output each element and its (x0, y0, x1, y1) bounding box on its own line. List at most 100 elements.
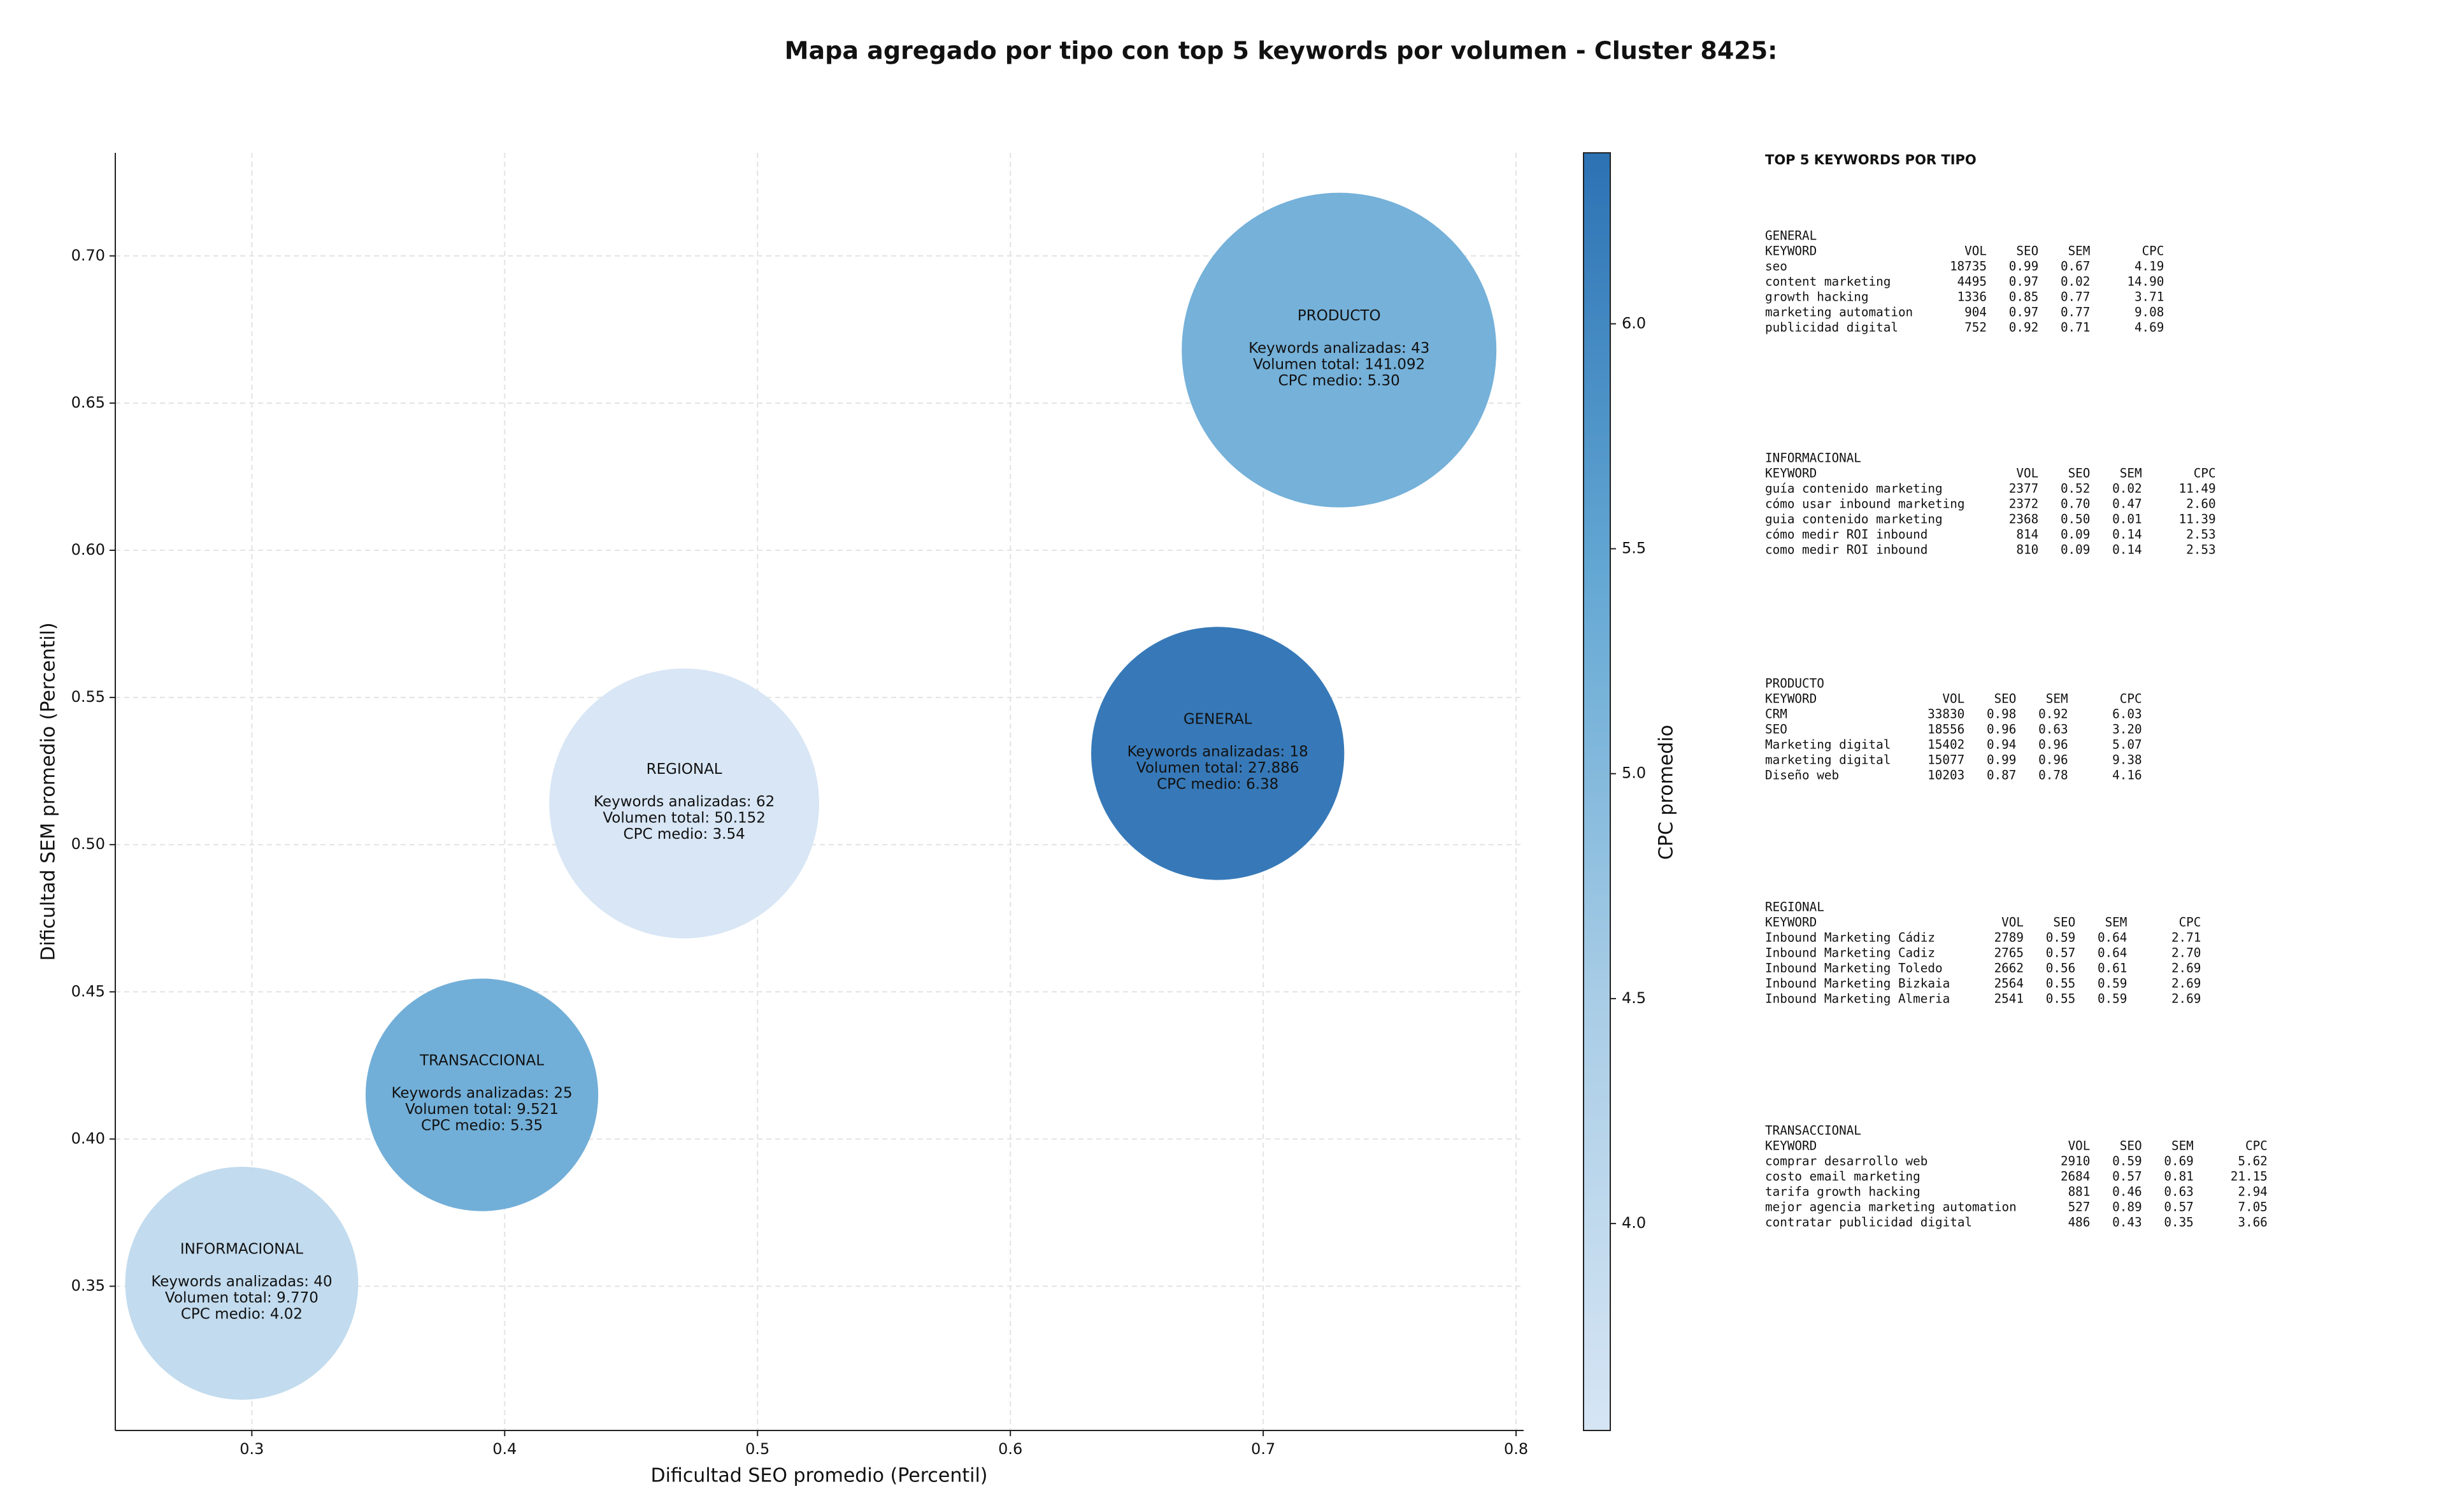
column-header: SEO (2068, 466, 2091, 481)
table-cell: marketing automation (1765, 305, 1913, 320)
table-cell: 9.38 (2112, 753, 2142, 767)
table-cell: 2662 (1994, 961, 2024, 976)
table-cell: 0.02 (2112, 481, 2142, 496)
x-tick-label: 0.4 (492, 1440, 517, 1458)
table-cell: 0.69 (2164, 1154, 2193, 1169)
table-cell: Inbound Marketing Cadiz (1765, 946, 1935, 960)
table-cell: 0.57 (2164, 1200, 2193, 1215)
table-cell: 4.69 (2135, 320, 2164, 335)
bubble-annotation: Keywords analizadas: 18 (1127, 743, 1308, 760)
table-cell: 0.59 (2098, 992, 2127, 1006)
column-header: SEM (2120, 466, 2142, 481)
column-header: CPC (2142, 244, 2164, 259)
bubble-annotation: CPC medio: 5.30 (1278, 373, 1400, 389)
table-cell: 2.53 (2186, 543, 2215, 557)
bubble-annotation: CPC medio: 6.38 (1157, 776, 1278, 792)
group-name: GENERAL (1765, 229, 1817, 243)
x-axis-label: Dificultad SEO promedio (Percentil) (650, 1465, 987, 1487)
x-tick-label: 0.3 (240, 1440, 264, 1458)
side-panel-title: TOP 5 KEYWORDS POR TIPO (1765, 152, 1977, 168)
y-tick-label: 0.35 (71, 1277, 105, 1295)
column-header: VOL (2016, 466, 2038, 481)
table-cell: 0.78 (2038, 768, 2068, 783)
bubble-annotation: Keywords analizadas: 40 (151, 1273, 332, 1290)
table-cell: marketing digital (1765, 753, 1891, 767)
table-cell: 0.59 (2112, 1154, 2142, 1169)
bubble (365, 978, 599, 1211)
x-tick-label: 0.6 (998, 1440, 1022, 1458)
bubble-name: GENERAL (1184, 711, 1252, 727)
table-cell: 0.46 (2112, 1185, 2142, 1199)
column-header: KEYWORD (1765, 692, 1817, 706)
column-header: KEYWORD (1765, 1139, 1817, 1153)
y-tick-label: 0.55 (71, 688, 105, 706)
x-tick-label: 0.5 (745, 1440, 769, 1458)
column-header: SEO (2053, 915, 2075, 930)
table-cell: 0.01 (2112, 512, 2142, 527)
bubble (1091, 627, 1345, 880)
column-header: SEO (2016, 244, 2038, 259)
column-header: KEYWORD (1765, 466, 1817, 481)
table-cell: publicidad digital (1765, 320, 1898, 335)
table-cell: 0.81 (2164, 1169, 2193, 1184)
column-header: SEM (2046, 692, 2068, 706)
table-cell: 0.99 (2009, 259, 2038, 274)
bubble-annotation: Volumen total: 9.770 (165, 1290, 318, 1306)
table-cell: 0.57 (2046, 946, 2075, 960)
table-cell: 0.63 (2164, 1185, 2193, 1199)
table-cell: 7.05 (2238, 1200, 2267, 1215)
y-tick-label: 0.45 (71, 982, 105, 1000)
bubble-annotation: Volumen total: 141.092 (1253, 357, 1425, 373)
table-cell: 486 (2068, 1215, 2091, 1230)
table-cell: guia contenido marketing (1765, 512, 1943, 527)
group-name: INFORMACIONAL (1765, 451, 1861, 466)
table-cell: 4495 (1957, 275, 1987, 289)
table-cell: 4.16 (2112, 768, 2142, 783)
column-header: SEO (1994, 692, 2017, 706)
table-cell: 0.35 (2164, 1215, 2193, 1230)
table-cell: 5.07 (2112, 738, 2142, 752)
table-cell: 5.62 (2238, 1154, 2267, 1169)
column-header: KEYWORD (1765, 915, 1817, 930)
table-cell: 0.02 (2061, 275, 2090, 289)
table-cell: 2.69 (2171, 976, 2201, 991)
table-cell: 0.61 (2098, 961, 2127, 976)
table-cell: comprar desarrollo web (1765, 1154, 1927, 1169)
table-cell: 881 (2068, 1185, 2091, 1199)
table-cell: 2910 (2061, 1154, 2090, 1169)
table-cell: 0.43 (2112, 1215, 2142, 1230)
group-name: PRODUCTO (1765, 676, 1824, 691)
table-cell: 2372 (2009, 497, 2038, 511)
table-cell: Inbound Marketing Toledo (1765, 961, 1943, 976)
table-cell: 2377 (2009, 481, 2038, 496)
table-cell: 2.70 (2171, 946, 2201, 960)
table-cell: 21.15 (2231, 1169, 2268, 1184)
column-header: SEM (2171, 1139, 2194, 1153)
column-header: SEM (2105, 915, 2128, 930)
table-cell: 0.77 (2061, 290, 2090, 304)
table-cell: 11.39 (2179, 512, 2216, 527)
table-cell: 0.96 (2038, 753, 2068, 767)
table-cell: 18556 (1927, 722, 1964, 737)
bubble-name: INFORMACIONAL (180, 1241, 303, 1257)
table-cell: SEO (1765, 722, 1787, 737)
bubble-annotation: Keywords analizadas: 43 (1248, 340, 1429, 357)
table-cell: tarifa growth hacking (1765, 1185, 1920, 1199)
table-cell: growth hacking (1765, 290, 1869, 304)
table-cell: 0.98 (1987, 707, 2016, 722)
column-header: VOL (2001, 915, 2024, 930)
table-cell: 2.69 (2171, 961, 2201, 976)
group-name: REGIONAL (1765, 900, 1824, 915)
table-cell: 0.50 (2061, 512, 2090, 527)
table-cell: 0.55 (2046, 992, 2075, 1006)
column-header: SEM (2068, 244, 2091, 259)
table-cell: 0.99 (1987, 753, 2016, 767)
table-cell: 2368 (2009, 512, 2038, 527)
y-tick-label: 0.70 (71, 246, 105, 264)
column-header: CPC (2245, 1139, 2268, 1153)
bubble-annotation: CPC medio: 3.54 (624, 826, 745, 843)
column-header: CPC (2120, 692, 2142, 706)
bubble-annotation: Keywords analizadas: 25 (391, 1085, 572, 1102)
table-cell: 0.87 (1987, 768, 2016, 783)
